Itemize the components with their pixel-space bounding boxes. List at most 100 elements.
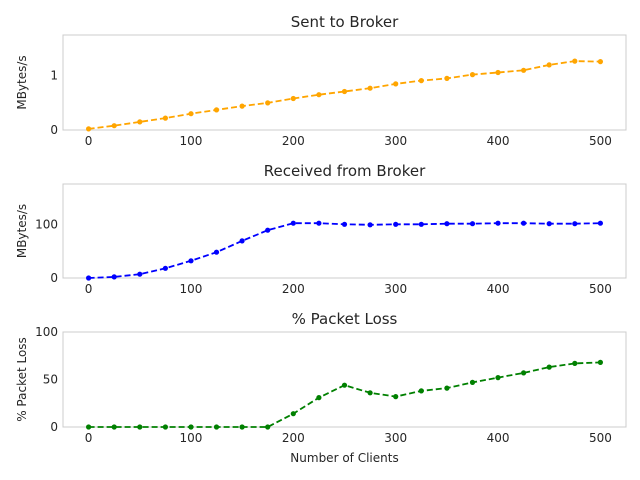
data-point	[111, 123, 117, 129]
y-tick-label: 1	[50, 69, 58, 83]
x-tick-label: 0	[85, 431, 93, 445]
data-point	[265, 100, 271, 106]
data-point	[162, 115, 168, 121]
data-point	[572, 58, 578, 64]
data-point	[521, 370, 527, 376]
data-point	[316, 220, 322, 226]
data-point	[469, 221, 476, 227]
data-point	[393, 81, 399, 87]
chart-panel-1: Sent to Broker 0 100 200 300 400 500 0 1 MBytes/s	[15, 13, 627, 148]
data-point	[495, 69, 501, 76]
data-point	[213, 249, 220, 255]
data-point	[290, 220, 296, 226]
x-tick-label: 400	[487, 282, 510, 296]
data-point	[239, 424, 245, 430]
data-point	[597, 220, 604, 226]
x-axis-label: Number of Clients	[290, 451, 398, 465]
y-tick-label: 0	[50, 420, 58, 434]
data-point	[341, 221, 348, 227]
chart-title: Received from Broker	[264, 162, 426, 180]
data-point	[316, 395, 322, 401]
x-tick-label: 100	[180, 282, 203, 296]
chart-title: Sent to Broker	[291, 13, 399, 31]
y-tick-label: 0	[50, 271, 58, 285]
data-point	[239, 103, 245, 109]
data-point	[546, 221, 552, 227]
x-tick-label: 200	[282, 282, 305, 296]
x-tick-label: 500	[589, 431, 612, 445]
data-point	[597, 359, 604, 365]
x-tick-label: 0	[85, 282, 93, 296]
data-point	[86, 275, 92, 281]
data-point	[418, 221, 424, 227]
data-point	[111, 424, 117, 430]
x-tick-label: 300	[384, 431, 407, 445]
data-point	[444, 385, 450, 391]
data-point	[341, 88, 348, 95]
data-point	[367, 85, 373, 91]
x-tick-label: 400	[487, 431, 510, 445]
data-point	[367, 222, 373, 228]
x-tick-label: 500	[589, 134, 612, 148]
data-point	[188, 258, 194, 264]
data-point	[290, 95, 296, 102]
data-point	[444, 221, 450, 227]
data-point	[239, 238, 245, 244]
data-point	[393, 394, 399, 400]
chart-panel-3: % Packet Loss 0 100 200 300 400 500 0 50 100 % Pac…	[15, 310, 627, 465]
data-point	[469, 72, 476, 78]
data-point	[393, 221, 399, 227]
data-point	[572, 221, 578, 227]
x-tick-label: 0	[85, 134, 93, 148]
x-tick-label: 300	[384, 282, 407, 296]
plot-frame	[62, 34, 627, 131]
y-axis-label: MBytes/s	[15, 55, 29, 109]
y-tick-label: 0	[50, 123, 58, 137]
data-point	[290, 411, 296, 417]
data-point	[572, 360, 578, 366]
data-point	[86, 126, 92, 132]
x-tick-label: 200	[282, 134, 305, 148]
data-point	[597, 59, 604, 65]
y-tick-label: 50	[43, 373, 58, 387]
data-point	[188, 111, 194, 117]
y-tick-label: 100	[35, 325, 58, 339]
plot-frame	[62, 331, 627, 428]
data-point	[213, 424, 220, 430]
plot-frame	[62, 183, 627, 279]
data-point	[495, 375, 501, 381]
data-point	[367, 390, 373, 396]
y-axis-label: MBytes/s	[15, 204, 29, 258]
data-point	[137, 119, 143, 125]
data-point	[213, 107, 220, 113]
chart-title: % Packet Loss	[292, 310, 398, 328]
data-point	[469, 379, 476, 385]
data-point	[265, 227, 271, 233]
data-point	[86, 424, 92, 430]
data-point	[137, 271, 143, 277]
data-point	[137, 424, 143, 430]
series-line	[88, 60, 601, 130]
data-point	[162, 265, 168, 271]
data-point	[546, 62, 552, 68]
data-point	[546, 364, 552, 370]
x-tick-label: 400	[487, 134, 510, 148]
x-tick-label: 200	[282, 431, 305, 445]
x-tick-label: 500	[589, 282, 612, 296]
data-point	[418, 78, 424, 84]
x-tick-label: 300	[384, 134, 407, 148]
data-point	[341, 382, 348, 388]
data-point	[265, 424, 271, 430]
y-tick-label: 100	[35, 217, 58, 231]
y-axis-label: % Packet Loss	[15, 337, 29, 422]
data-point	[188, 424, 194, 430]
data-point	[162, 424, 168, 430]
data-point	[521, 67, 527, 73]
x-tick-label: 100	[180, 431, 203, 445]
data-point	[418, 388, 424, 394]
data-point	[444, 75, 450, 81]
data-point	[316, 92, 322, 98]
data-point	[521, 220, 527, 226]
x-tick-label: 100	[180, 134, 203, 148]
